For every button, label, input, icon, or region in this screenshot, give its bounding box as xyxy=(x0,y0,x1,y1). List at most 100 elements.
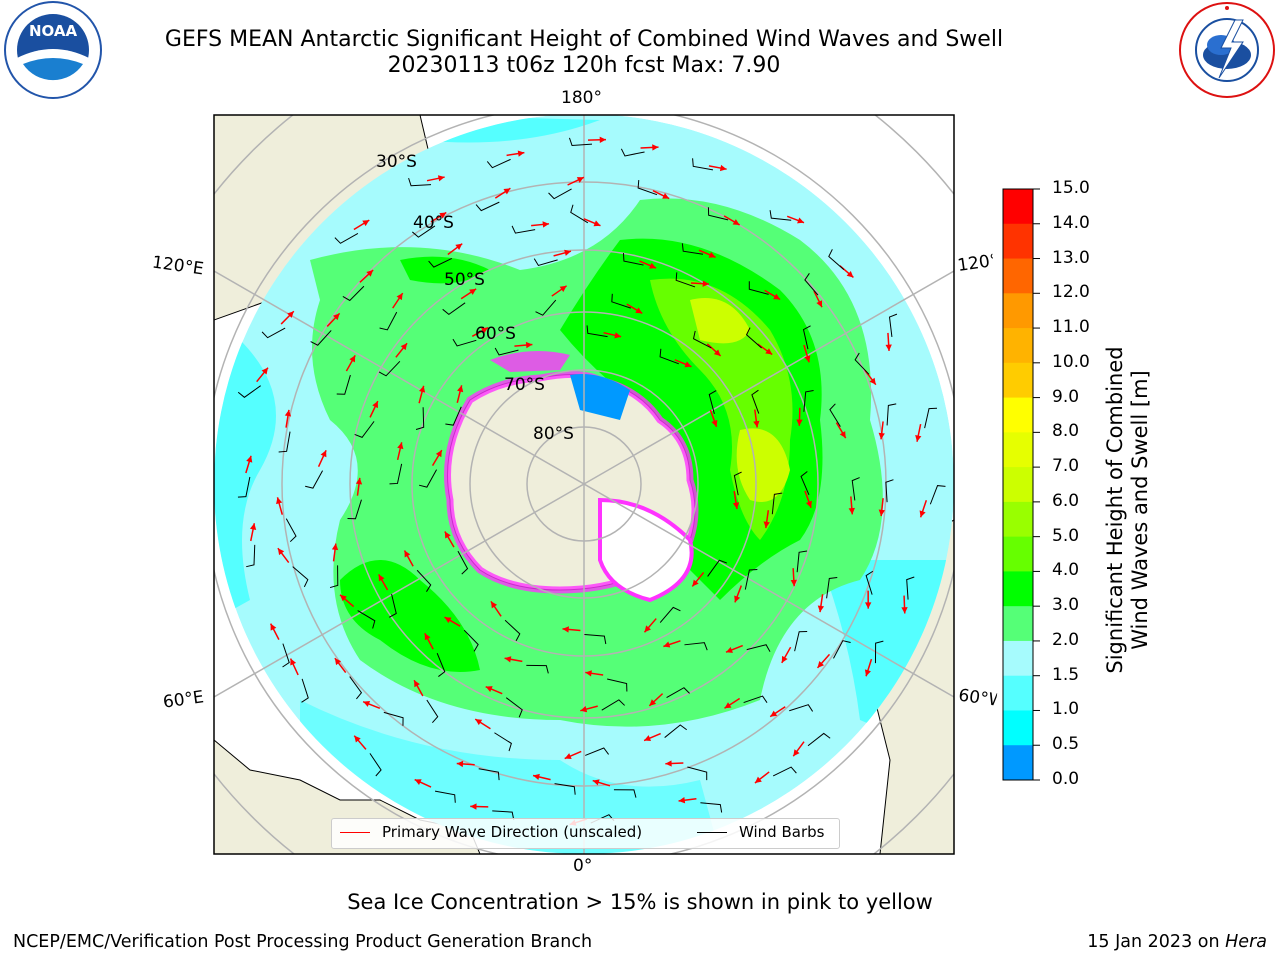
wind-barb xyxy=(347,499,362,520)
colorbar-tick-label: 1.5 xyxy=(1052,664,1080,685)
wind-barb xyxy=(354,421,375,439)
wave-direction-arrowhead xyxy=(919,510,926,518)
colorbar-tick-label: 9.0 xyxy=(1052,386,1080,407)
wave-direction-arrowhead xyxy=(349,355,356,363)
wave-direction-arrowhead xyxy=(396,293,403,301)
wind-barb xyxy=(620,148,645,157)
wave-direction-arrowhead xyxy=(340,594,347,602)
colorbar-tick-label: 1.0 xyxy=(1052,699,1080,720)
wave-direction-arrowhead xyxy=(878,432,885,440)
wind-barb xyxy=(611,293,631,309)
wave-direction-arrowhead xyxy=(444,531,451,539)
wind-barb xyxy=(419,469,438,488)
wind-barb xyxy=(463,629,479,652)
wave-direction-arrowhead xyxy=(885,344,892,351)
credit-text: NCEP/EMC/Verification Post Processing Pr… xyxy=(13,932,593,952)
lon-label-180: 180° xyxy=(561,88,602,108)
wave-direction-arrowhead xyxy=(424,633,431,641)
wind-barb xyxy=(771,492,783,515)
wave-direction-arrowhead xyxy=(869,377,876,385)
wind-barb xyxy=(886,403,897,426)
wind-barb xyxy=(803,390,814,412)
wave-direction-arrowhead xyxy=(287,311,294,318)
colorbar-segment xyxy=(1003,640,1033,677)
machine-name: Hera xyxy=(1225,932,1267,952)
wind-barb xyxy=(349,676,363,700)
graticule xyxy=(214,115,954,854)
wind-barb xyxy=(379,311,398,331)
colorbar-segment xyxy=(1003,258,1033,294)
wave-direction-arrowhead xyxy=(592,779,600,786)
colorbar-tick-label: 5.0 xyxy=(1052,525,1080,546)
colorbar-tick-label: 4.0 xyxy=(1052,560,1080,581)
wave-direction-arrows xyxy=(245,136,928,826)
colorbar-tick-label: 7.0 xyxy=(1052,456,1080,477)
wave-direction-arrowhead xyxy=(414,680,420,688)
wave-direction-arrowhead xyxy=(457,385,464,393)
wave-direction-arrowhead xyxy=(773,293,781,300)
colorbar-segment xyxy=(1003,362,1033,399)
wind-barb xyxy=(584,633,607,645)
wind-barb xyxy=(681,243,704,255)
wind-barb xyxy=(282,643,290,668)
wind-barb xyxy=(692,158,714,171)
wave-direction-arrowhead xyxy=(270,623,277,631)
wave-direction-arrowhead xyxy=(469,288,477,295)
wind-barb xyxy=(329,565,339,589)
lat-label-50s: 50°S xyxy=(444,270,485,290)
wave-direction-arrowhead xyxy=(564,249,571,256)
wave-direction-arrowhead xyxy=(734,595,741,603)
colorbar-tick-label: 3.0 xyxy=(1052,595,1080,616)
wave-direction-legend-line xyxy=(340,832,370,833)
wind-barb xyxy=(664,724,687,738)
colorbar-tick-label: 10.0 xyxy=(1052,351,1090,372)
wave-direction-arrowhead xyxy=(848,507,855,515)
wave-direction-arrowhead xyxy=(470,803,477,810)
wind-barb xyxy=(707,207,729,221)
wave-direction-arrowhead xyxy=(576,177,584,183)
colorbar-segment xyxy=(1003,710,1033,746)
colorbar-tick-label: 8.0 xyxy=(1052,421,1080,442)
colorbar-segment xyxy=(1003,501,1033,538)
colorbar-tick-label: 12.0 xyxy=(1052,282,1090,303)
wind-barb xyxy=(533,258,558,267)
wind-barb xyxy=(666,687,690,699)
wind-barb xyxy=(684,642,708,651)
wave-direction-arrowhead xyxy=(559,285,567,292)
wind-barb xyxy=(494,732,512,752)
wave-direction-arrowhead xyxy=(732,502,740,509)
wind-barb xyxy=(744,569,758,590)
wave-direction-arrowhead xyxy=(397,442,404,450)
wave-direction-arrowhead xyxy=(846,270,854,278)
wind-barb xyxy=(746,644,771,652)
wind-barb xyxy=(687,766,708,781)
colorbar-segment xyxy=(1003,189,1033,225)
colorbar-tick-label: 15.0 xyxy=(1052,178,1090,198)
wave-direction-arrowhead xyxy=(246,455,253,463)
wave-direction-arrowhead xyxy=(708,251,716,258)
wind-barbs xyxy=(237,137,946,824)
wind-barb xyxy=(807,732,831,747)
wave-direction-arrowhead xyxy=(649,699,657,706)
wave-direction-arrowhead xyxy=(804,355,811,363)
wave-direction-arrowhead xyxy=(363,701,371,707)
wave-direction-arrowhead xyxy=(372,401,378,409)
wave-direction-arrowhead xyxy=(485,686,493,693)
wind-barb xyxy=(772,766,797,777)
wave-direction-arrowhead xyxy=(635,307,643,314)
wave-direction-arrowhead xyxy=(490,601,498,609)
wind-barb xyxy=(408,177,432,187)
colorbar-segment xyxy=(1003,328,1033,364)
wave-direction-arrowhead xyxy=(754,776,762,783)
wind-barb xyxy=(675,272,696,288)
wave-direction-arrowhead xyxy=(400,343,408,351)
wave-direction-arrowhead xyxy=(333,313,340,321)
wind-barb xyxy=(794,630,808,652)
lon-label-0: 0° xyxy=(573,856,593,876)
wind-barb xyxy=(261,327,286,339)
wave-direction-arrowhead xyxy=(599,136,606,143)
wind-barb xyxy=(833,640,851,659)
wave-direction-arrowhead xyxy=(276,497,283,505)
wind-barb xyxy=(475,201,500,212)
